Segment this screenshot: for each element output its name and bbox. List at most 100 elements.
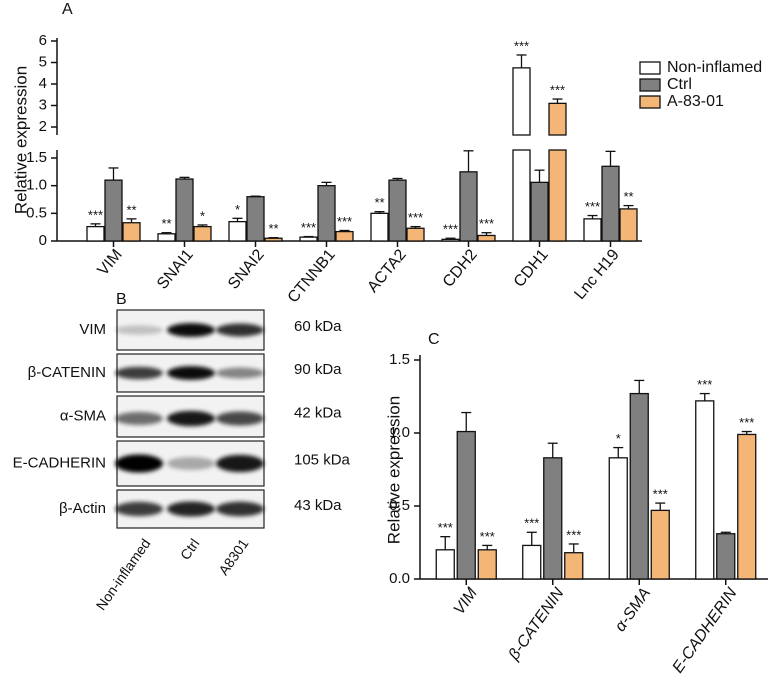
y-axis-label: Relative expression	[11, 66, 30, 214]
blot-row-label: α-SMA	[60, 407, 106, 424]
bar	[406, 227, 425, 242]
significance: ***	[566, 527, 581, 542]
bar	[441, 238, 460, 242]
bar	[175, 178, 194, 242]
bar	[543, 457, 563, 580]
bar	[477, 234, 496, 242]
significance: **	[268, 221, 278, 236]
significance: ***	[479, 216, 494, 231]
blot-size-label: 42 kDa	[294, 404, 342, 421]
significance: ***	[585, 199, 600, 214]
panel-label: B	[116, 291, 127, 308]
y-tick-label: 5	[39, 53, 47, 70]
bar	[246, 196, 265, 242]
x-tick-label: ACTA2	[364, 246, 409, 296]
bar	[299, 236, 318, 242]
y-tick-label: 2	[39, 118, 47, 135]
y-tick-label: 0.5	[389, 497, 410, 514]
blot-row-label: β-CATENIN	[28, 364, 106, 381]
bar	[619, 208, 638, 242]
y-tick-label: 1.5	[26, 149, 47, 166]
x-tick-label: α-SMA	[612, 585, 654, 635]
significance: *	[200, 208, 205, 223]
y-tick-label: 4	[39, 75, 47, 92]
bar	[477, 549, 497, 580]
bar	[86, 225, 105, 242]
y-tick-label: 0	[39, 232, 47, 249]
bar	[157, 233, 176, 242]
bar	[530, 181, 549, 242]
bar	[193, 225, 212, 242]
significance: ***	[301, 220, 316, 235]
significance: **	[126, 202, 136, 217]
significance: **	[623, 189, 633, 204]
bar	[548, 102, 567, 136]
panel-label: A	[62, 1, 73, 18]
significance: *	[235, 202, 240, 217]
legend-label: A-83-01	[667, 93, 724, 110]
x-tick-label: Lnc H19	[571, 246, 622, 303]
bar	[317, 185, 336, 242]
bar	[548, 149, 567, 242]
bar	[512, 149, 531, 242]
bar	[122, 222, 141, 242]
blot-band	[115, 454, 163, 473]
legend-swatch	[639, 61, 661, 75]
significance: *	[616, 431, 621, 446]
y-tick-label: 1.5	[389, 351, 410, 368]
bar	[370, 212, 389, 242]
blot-row-label: E-CADHERIN	[13, 454, 106, 471]
significance: **	[161, 216, 171, 231]
significance: ***	[739, 415, 754, 430]
bar	[716, 533, 736, 580]
blot-band	[216, 454, 264, 473]
panel-label: C	[428, 331, 440, 348]
legend-swatch	[639, 78, 661, 92]
significance: ***	[653, 487, 668, 502]
legend-swatch	[639, 95, 661, 109]
blot-band	[167, 410, 215, 427]
blot-size-label: 90 kDa	[294, 361, 342, 378]
x-tick-label: SNAI2	[225, 246, 268, 292]
x-tick-label: CDH2	[440, 246, 481, 290]
bar	[228, 220, 247, 242]
bar	[435, 549, 455, 580]
significance: ***	[697, 377, 712, 392]
blot-size-label: 43 kDa	[294, 497, 342, 514]
blot-band	[115, 501, 163, 517]
bar	[335, 230, 354, 242]
y-axis-label: Relative expression	[384, 396, 403, 544]
significance: ***	[438, 520, 453, 535]
y-tick-label: 1.0	[389, 424, 410, 441]
significance: ***	[514, 38, 529, 53]
blot-band	[216, 501, 264, 517]
bar	[583, 218, 602, 242]
y-tick-label: 6	[39, 32, 47, 49]
bar	[601, 165, 620, 242]
legend-label: Ctrl	[667, 76, 692, 93]
bar	[737, 433, 757, 580]
significance: ***	[88, 207, 103, 222]
y-tick-label: 0.5	[26, 204, 47, 221]
significance: **	[374, 195, 384, 210]
bar	[512, 67, 531, 136]
significance: ***	[443, 222, 458, 237]
x-tick-label: E-CADHERIN	[669, 585, 740, 677]
x-tick-label: CTNNB1	[285, 246, 339, 306]
x-tick-label: VIM	[451, 584, 482, 618]
blot-band	[167, 323, 215, 337]
blot-lane-label: Non-inflamed	[93, 536, 154, 613]
significance: ***	[337, 214, 352, 229]
bar	[459, 171, 478, 242]
blot-band	[167, 501, 215, 517]
x-tick-label: β-CATENIN	[505, 585, 568, 664]
significance: ***	[524, 516, 539, 531]
blot-lane-label: A8301	[215, 535, 251, 578]
blot-row-label: β-Actin	[59, 500, 106, 517]
legend-label: Non-inflamed	[667, 59, 762, 76]
blot-band	[167, 366, 215, 380]
blot-size-label: 60 kDa	[294, 318, 342, 335]
bar	[104, 179, 123, 242]
blot-lane-label: Ctrl	[177, 536, 203, 563]
